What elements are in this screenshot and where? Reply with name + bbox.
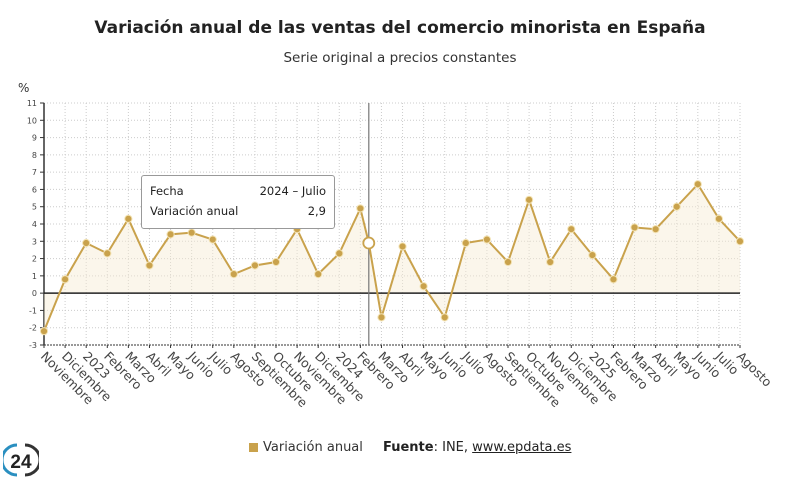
data-point	[145, 261, 154, 270]
data-point	[166, 230, 175, 239]
source: Fuente: INE, www.epdata.es	[383, 440, 571, 455]
data-point	[250, 261, 260, 270]
data-point	[440, 313, 449, 322]
data-point	[39, 327, 49, 336]
svg-text:24: 24	[10, 452, 32, 473]
data-point	[482, 235, 492, 244]
data-point	[567, 225, 576, 234]
tooltip: Fecha 2024 – Julio Variación anual 2,9	[141, 175, 335, 229]
y-tick-label: 10	[27, 116, 37, 125]
tooltip-date-value: 2024 – Julio	[259, 184, 326, 198]
series-area	[44, 184, 740, 332]
y-tick-label: 6	[32, 185, 37, 194]
data-point	[693, 180, 702, 189]
tooltip-value-label: Variación anual	[150, 204, 239, 218]
data-point	[103, 249, 112, 258]
data-point	[672, 202, 681, 211]
y-tick-label: 7	[32, 168, 37, 177]
legend-item[interactable]: Variación anual	[249, 440, 363, 455]
y-tick-label: 11	[27, 99, 37, 108]
y-tick-label: 5	[32, 203, 37, 212]
source-link[interactable]: www.epdata.es	[472, 440, 572, 455]
chart-title: Variación anual de las ventas del comerc…	[94, 18, 706, 38]
data-point	[398, 242, 407, 251]
data-point	[609, 275, 618, 284]
data-point	[60, 275, 70, 284]
data-point	[461, 238, 470, 248]
data-point	[208, 235, 217, 244]
y-tick-label: -2	[29, 324, 37, 333]
data-point	[229, 270, 238, 279]
y-tick-label: 0	[32, 289, 37, 298]
data-point	[630, 223, 639, 232]
data-point	[271, 257, 281, 267]
legend-label: Variación anual	[263, 440, 363, 455]
data-point	[651, 225, 660, 234]
data-point	[714, 214, 724, 223]
data-point	[735, 237, 745, 246]
logo: 24	[3, 443, 39, 477]
data-point	[314, 270, 323, 279]
source-label: Fuente	[383, 440, 434, 455]
data-point	[82, 238, 91, 248]
highlighted-data-point	[362, 236, 376, 250]
data-point	[419, 282, 428, 291]
data-point	[124, 214, 133, 223]
y-axis-label: %	[18, 81, 29, 95]
data-point	[356, 204, 365, 213]
y-tick-label: 4	[32, 220, 37, 229]
y-tick-label: -3	[29, 341, 37, 350]
chart-subtitle: Serie original a precios constantes	[283, 50, 517, 66]
y-tick-label: 1	[32, 272, 37, 281]
y-tick-label: 8	[32, 151, 37, 160]
data-point	[524, 195, 534, 204]
data-point	[503, 257, 513, 267]
source-text: : INE,	[433, 440, 473, 455]
y-tick-label: -1	[29, 306, 37, 315]
y-tick-label: 9	[32, 134, 37, 143]
data-point	[588, 251, 597, 260]
legend-swatch	[249, 443, 258, 452]
data-point	[335, 249, 344, 258]
y-tick-label: 2	[32, 255, 37, 264]
x-tick-label: Agosto	[734, 349, 775, 390]
tooltip-value: 2,9	[307, 204, 326, 218]
data-point	[546, 257, 555, 267]
tooltip-date-label: Fecha	[150, 184, 184, 198]
data-point	[377, 313, 386, 322]
data-point	[187, 228, 196, 237]
y-tick-label: 3	[32, 237, 37, 246]
